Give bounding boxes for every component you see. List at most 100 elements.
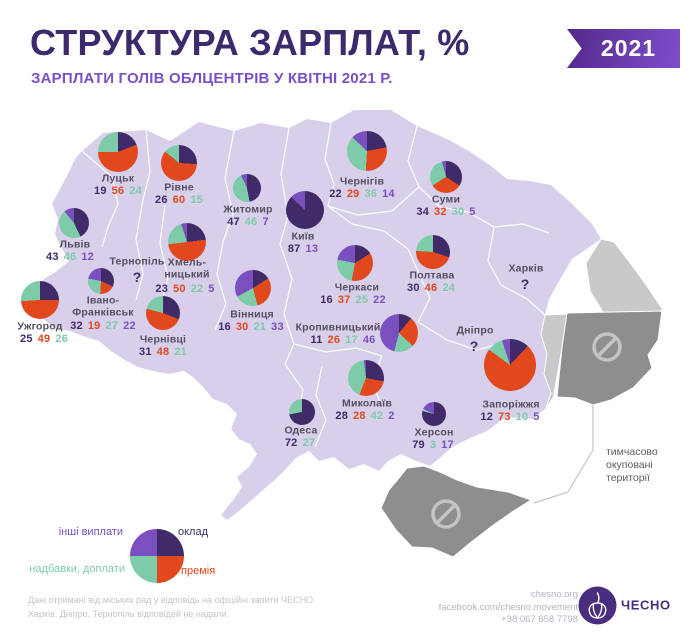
city-label-Черкаси: Черкаси (334, 281, 380, 294)
pie-chart-Житомир (233, 174, 261, 202)
city-label-Кропивницький: Кропивницький (295, 321, 381, 334)
value-nadbavky: 25 (355, 294, 369, 306)
value-oklad: 43 (46, 251, 59, 263)
oblast-borders (81, 122, 550, 448)
pie-chart-Львів (59, 208, 89, 238)
value-oklad: 23 (155, 283, 169, 295)
value-oklad: 16 (218, 321, 231, 333)
no-data-question-mark-Дніпро: ? (469, 338, 479, 354)
value-premia: 50 (173, 283, 186, 295)
value-oklad: 11 (310, 334, 323, 346)
value-nadbavky: 21 (253, 321, 267, 333)
city-label-Одеса: Одеса (284, 424, 318, 437)
pie-chart-Луцьк (98, 132, 138, 172)
value-oklad: 30 (407, 282, 420, 294)
city-values-Чернівці: 31 48 21 (137, 346, 190, 358)
legend-label-bonus: премія (181, 565, 216, 577)
page-title: СТРУКТУРА ЗАРПЛАТ, % (30, 22, 470, 63)
pie-chart-Чернігів (347, 131, 387, 171)
city-values-Запоріжжя: 12 73 10 5 (478, 411, 542, 423)
value-premia: 46 (424, 282, 438, 294)
city-label-Харків: Харків (508, 262, 544, 275)
value-inshi: 22 (373, 294, 386, 306)
city-values-Житомир: 47 46 7 (225, 216, 272, 228)
value-oklad: 34 (416, 206, 430, 218)
pie-chart-Вінниця (235, 270, 271, 306)
value-nadbavky: 10 (515, 411, 529, 423)
value-inshi: 5 (469, 206, 476, 218)
chesno-logo-text: ЧЕСНО (621, 597, 671, 613)
value-oklad: 19 (94, 185, 107, 197)
city-values-Херсон: 79 3 17 (410, 439, 457, 451)
pie-chart-Миколаїв (348, 360, 384, 396)
value-premia: 32 (434, 206, 447, 218)
value-nadbavky: 30 (451, 206, 465, 218)
city-label-Чернігів: Чернігів (339, 175, 385, 188)
city-label-Рівне: Рівне (164, 181, 194, 194)
data-source-note: Дані отримані від міських рад у відповід… (28, 594, 316, 621)
city-label-Чернівці: Чернівці (139, 333, 187, 346)
occupied-territories-note: тимчасово окуповані території (606, 446, 658, 485)
city-label-Хмельницький: Хмель- ницький (164, 256, 210, 280)
value-nadbavky: 3 (429, 439, 437, 451)
legend-pie-chart (130, 529, 184, 583)
year-badge: 2021 (567, 29, 680, 68)
city-label-Миколаїв: Миколаїв (342, 397, 392, 410)
city-values-Полтава: 30 46 24 (405, 282, 458, 294)
value-nadbavky: 26 (55, 333, 68, 345)
city-values-Одеса: 72 27 (282, 437, 317, 449)
value-oklad: 22 (329, 188, 342, 200)
value-nadbavky: 46 (63, 251, 77, 263)
city-label-Івано-Франківськ: Івано- Франківськ (72, 294, 134, 318)
chesno-logo-icon (578, 586, 617, 625)
value-oklad: 79 (412, 439, 425, 451)
value-premia: 60 (172, 194, 186, 206)
value-inshi: 13 (305, 243, 319, 255)
value-premia: 49 (37, 333, 51, 345)
legend-label-allowances: надбавки, доплати (29, 563, 125, 575)
value-oklad: 31 (139, 346, 152, 358)
city-values-Черкаси: 16 37 25 22 (318, 294, 389, 306)
value-inshi: 33 (271, 321, 284, 333)
occupied-note-line: тимчасово (606, 446, 658, 458)
value-premia: 29 (346, 188, 360, 200)
value-premia: 19 (87, 320, 101, 332)
city-values-Київ: 87 13 (285, 243, 320, 255)
value-nadbavky: 27 (302, 437, 316, 449)
pie-chart-Хмельницький (168, 223, 206, 261)
city-label-Запоріжжя: Запоріжжя (482, 398, 540, 411)
contacts-block: chesno.org facebook.com/chesno.movement … (420, 589, 578, 627)
city-label-Полтава: Полтава (409, 269, 455, 282)
no-data-question-mark-Харків: ? (520, 276, 530, 292)
value-inshi: 46 (362, 334, 376, 346)
ukraine-mainland (31, 110, 601, 520)
data-source-note-line: Харків, Дніпро, Тернопіль відповідей не … (28, 608, 229, 619)
city-values-Суми: 34 32 30 5 (414, 206, 478, 218)
value-nadbavky: 46 (244, 216, 258, 228)
pie-chart-Чернівці (146, 296, 180, 330)
value-premia: 30 (235, 321, 249, 333)
value-nadbavky: 24 (442, 282, 455, 294)
city-values-Миколаїв: 28 28 42 2 (333, 410, 397, 422)
city-label-Ужгород: Ужгород (17, 320, 63, 333)
city-values-Рівне: 26 60 15 (153, 194, 206, 206)
facebook-link: facebook.com/chesno.movement (438, 601, 578, 613)
pie-chart-Кропивницький (380, 314, 418, 352)
pie-chart-Черкаси (337, 245, 373, 281)
value-inshi: 5 (533, 411, 540, 423)
city-values-Ужгород: 25 49 26 (18, 333, 71, 345)
region-luhansk-north (585, 238, 664, 317)
value-nadbavky: 15 (190, 194, 203, 206)
city-label-Дніпро: Дніпро (456, 324, 494, 337)
pie-chart-Суми (430, 161, 462, 193)
city-values-Івано-Франківськ: 32 19 27 22 (68, 320, 139, 332)
value-nadbavky: 27 (105, 320, 119, 332)
value-inshi: 2 (388, 410, 395, 422)
value-premia: 28 (353, 410, 366, 422)
pie-chart-Запоріжжя (484, 339, 536, 391)
legend-label-other-payments: інші виплати (58, 526, 123, 538)
city-label-Львів: Львів (59, 238, 91, 251)
city-label-Житомир: Житомир (223, 203, 273, 216)
value-nadbavky: 42 (370, 410, 384, 422)
